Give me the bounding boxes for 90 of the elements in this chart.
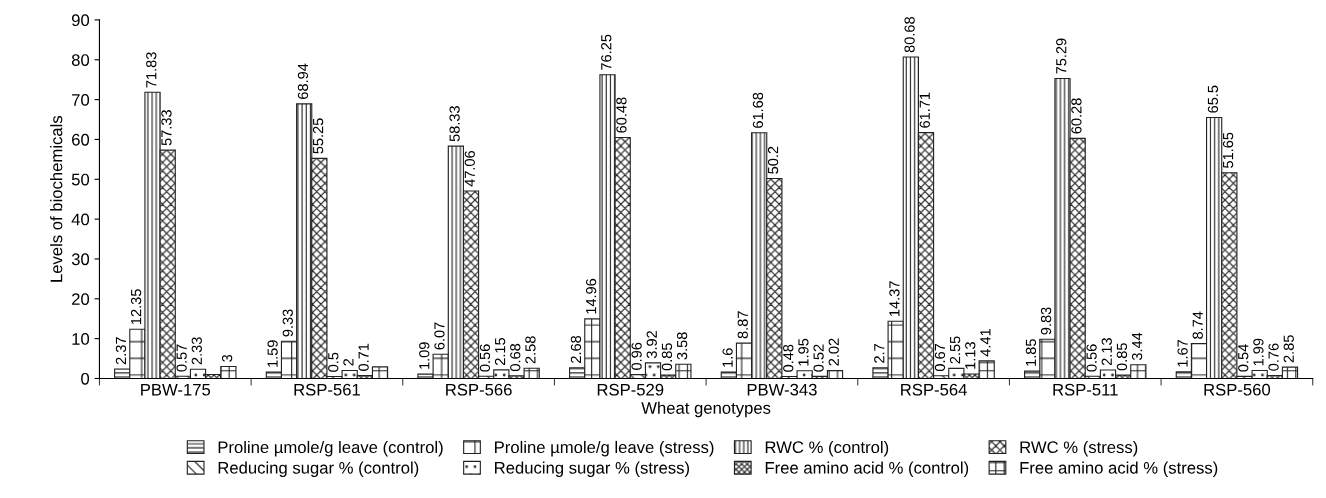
data-label: 1.85	[1025, 339, 1037, 366]
data-label: 12.35	[130, 289, 142, 324]
legend-label: RWC % (control)	[765, 440, 889, 457]
data-label: 0.52	[813, 344, 824, 372]
data-label: 3	[221, 354, 233, 362]
data-label: 61.71	[919, 92, 930, 128]
y-tick-label: 10	[72, 333, 90, 345]
data-label: 60.28	[1071, 98, 1082, 134]
data-label: 0.48	[783, 344, 794, 372]
data-label: 65.5	[1207, 85, 1219, 113]
data-label: 2.15	[494, 337, 506, 366]
data-label: 61.68	[752, 92, 764, 128]
data-label: 1.09	[419, 342, 430, 369]
data-label: 2	[343, 358, 354, 366]
data-label: 1.6	[722, 348, 733, 367]
data-label: 0.68	[510, 343, 521, 372]
data-label: 2.85	[1283, 335, 1294, 363]
y-tick-label: 50	[71, 173, 90, 186]
data-label: 3.58	[676, 332, 688, 360]
legend-label: Free amino acid % (stress)	[1020, 461, 1218, 478]
data-label: 0.57	[176, 344, 187, 372]
x-tick-label: PBW-343	[747, 383, 817, 396]
data-label: 0.71	[358, 343, 369, 371]
x-tick-label: RSP-529	[597, 383, 664, 396]
data-label: 14.37	[889, 281, 900, 316]
data-label: 6.07	[434, 322, 445, 350]
data-label: 3.44	[1131, 332, 1143, 361]
x-tick-label: RSP-566	[446, 383, 512, 396]
data-label: 1.99	[1253, 338, 1264, 366]
data-label: 0.85	[1116, 343, 1128, 371]
data-label: 8.74	[1192, 311, 1203, 339]
data-label: 75.29	[1056, 38, 1067, 74]
data-label: 14.96	[585, 278, 597, 314]
data-label: 0.67	[934, 343, 946, 372]
y-tick-label: 90	[71, 14, 90, 27]
data-label: 8.87	[737, 311, 748, 339]
data-label: 0.76	[1268, 343, 1279, 371]
legend-label: Free amino acid % (control)	[765, 461, 969, 478]
data-label: 0.56	[479, 344, 491, 372]
data-label: 0.96	[631, 342, 642, 370]
data-label: 55.25	[312, 118, 324, 154]
x-axis-title: Wheat genotypes	[641, 401, 771, 418]
data-label: 0.5	[328, 352, 339, 372]
legend-label: Proline µmole/g leave (control)	[218, 440, 443, 457]
y-tick-label: 80	[71, 54, 90, 66]
data-label: 76.25	[601, 34, 612, 70]
y-axis-title: Levels of biochemicals	[50, 115, 63, 282]
data-label: 1.59	[267, 340, 278, 367]
y-tick-label: 20	[72, 293, 90, 305]
data-label: 2.37	[115, 337, 127, 365]
data-label: 60.48	[616, 97, 627, 133]
data-label: 0.56	[1086, 344, 1097, 372]
legend-label: Proline µmole/g leave (stress)	[495, 440, 714, 457]
data-label: 71.83	[146, 52, 157, 88]
x-tick-label: RSP-560	[1204, 383, 1271, 396]
data-label: 9.83	[1040, 307, 1052, 335]
data-label: 58.33	[449, 106, 460, 142]
data-label: 2.02	[828, 338, 839, 366]
data-label: 1.13	[965, 342, 976, 369]
legend-label: Reducing sugar % (control)	[218, 461, 419, 478]
y-tick-label: 0	[81, 372, 90, 385]
data-label: 9.33	[282, 309, 293, 337]
x-tick-label: RSP-561	[294, 383, 360, 396]
x-tick-label: PBW-175	[141, 383, 211, 396]
data-label: 2.13	[1101, 338, 1112, 366]
data-label: 2.7	[874, 344, 885, 363]
data-label: 4.41	[980, 329, 991, 357]
data-label: 0.85	[661, 343, 673, 371]
data-label: 2.58	[525, 336, 536, 364]
data-label: 57.33	[161, 110, 172, 146]
data-label: 51.65	[1222, 132, 1234, 168]
data-label: 0.54	[1238, 344, 1249, 372]
data-label: 2.33	[191, 337, 202, 365]
y-tick-label: 60	[72, 133, 90, 146]
data-label: 2.68	[570, 335, 582, 363]
data-label: 1.67	[1177, 340, 1188, 367]
data-label: 3.92	[646, 331, 657, 359]
y-tick-label: 30	[71, 253, 90, 266]
x-tick-label: RSP-564	[901, 383, 967, 396]
y-tick-label: 40	[71, 213, 90, 226]
data-label: 47.06	[464, 150, 475, 187]
data-label: 2.55	[949, 336, 961, 364]
legend-label: Reducing sugar % (stress)	[495, 461, 689, 478]
data-label: 68.94	[297, 63, 309, 99]
x-tick-label: RSP-511	[1053, 383, 1118, 396]
y-tick-label: 70	[72, 94, 90, 106]
data-label: 50.2	[767, 146, 779, 174]
data-label: 80.68	[904, 17, 915, 53]
data-label: 1.95	[798, 338, 809, 366]
legend-label: RWC % (stress)	[1020, 440, 1138, 457]
